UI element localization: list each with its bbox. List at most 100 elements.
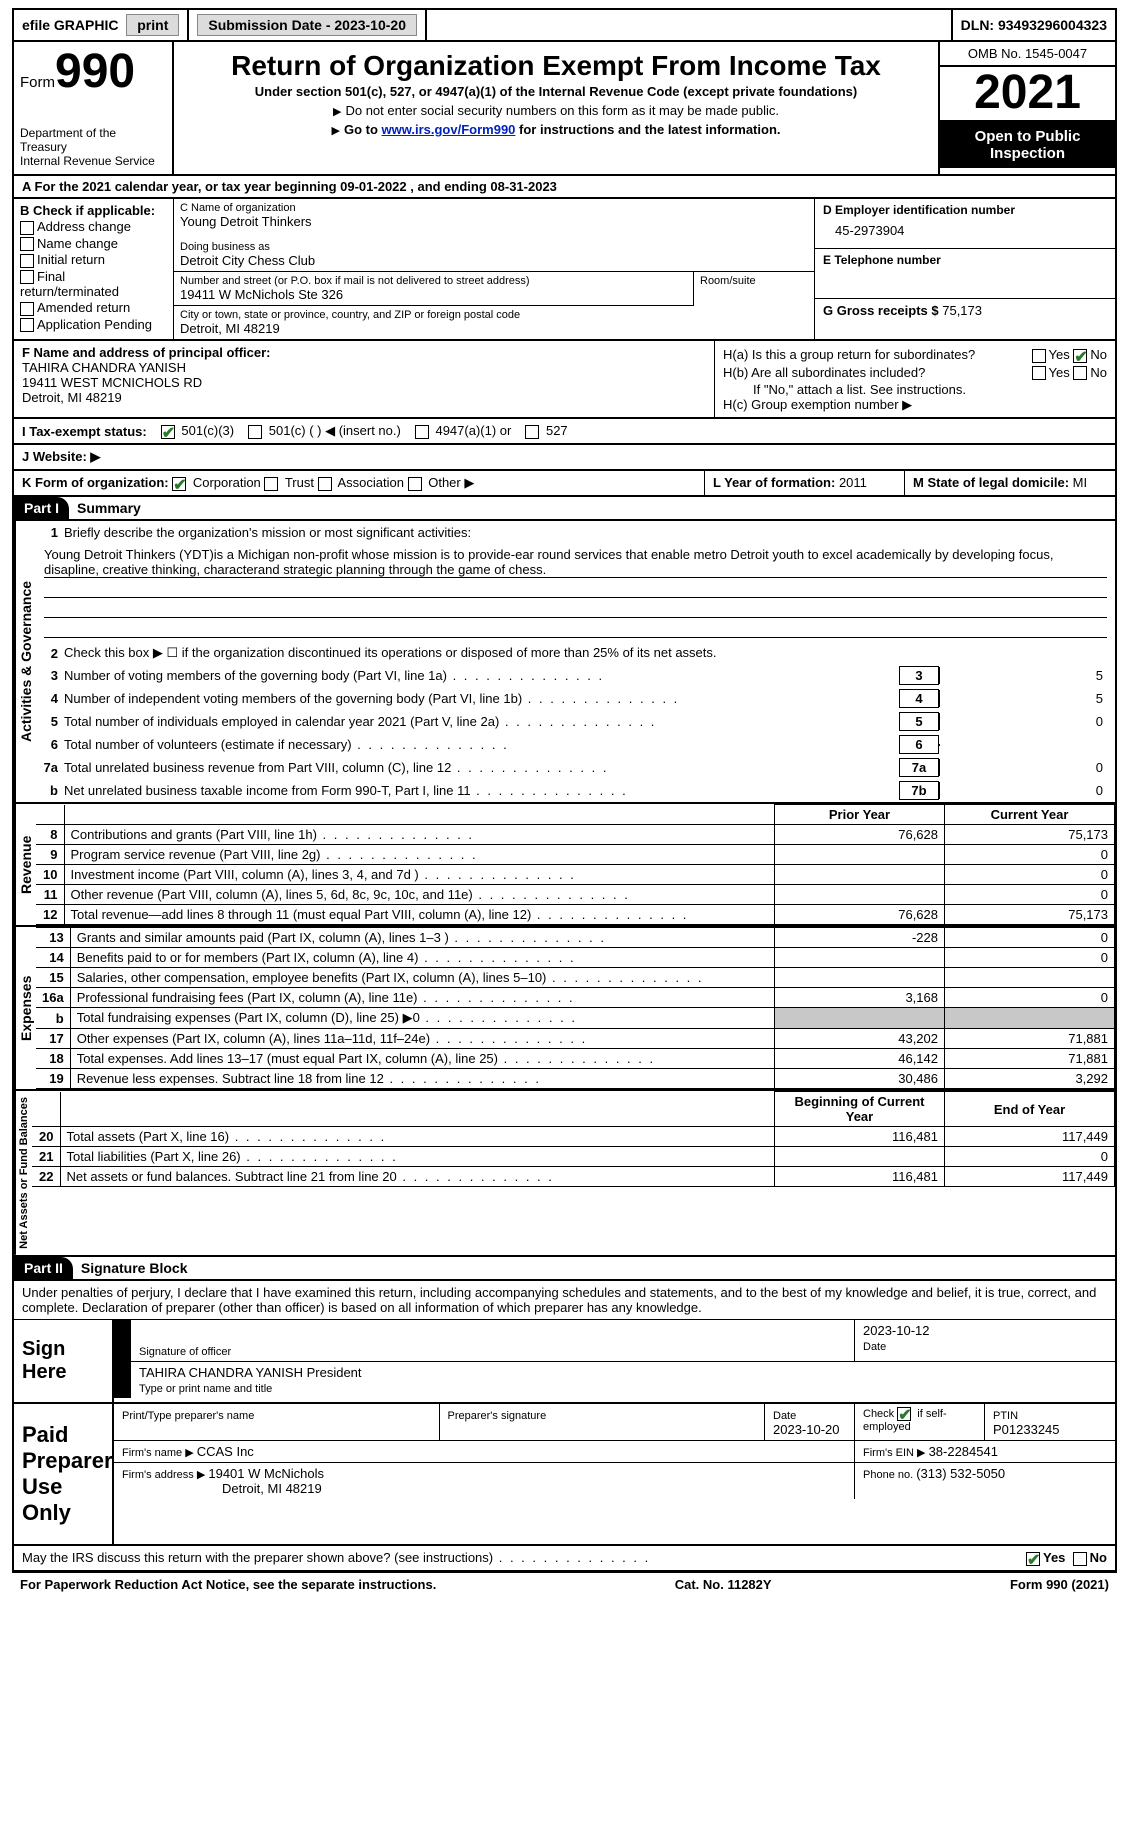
print-button[interactable]: print: [126, 14, 179, 36]
table-row: 16aProfessional fundraising fees (Part I…: [36, 988, 1115, 1008]
top-bar: efile GRAPHIC print Submission Date - 20…: [12, 8, 1117, 42]
omb-number: OMB No. 1545-0047: [940, 42, 1115, 67]
l6-val: [939, 744, 1109, 746]
table-row: 12Total revenue—add lines 8 through 11 (…: [36, 905, 1115, 925]
cb-initial-return[interactable]: [20, 254, 34, 268]
firm-name: CCAS Inc: [197, 1444, 254, 1459]
table-row: 13Grants and similar amounts paid (Part …: [36, 928, 1115, 948]
street-address: 19411 W McNichols Ste 326: [180, 287, 687, 302]
firm-address: 19401 W McNichols: [208, 1466, 324, 1481]
form-header: Form990 Department of the Treasury Inter…: [12, 42, 1117, 176]
l7a-val: 0: [939, 759, 1109, 776]
table-row: 19Revenue less expenses. Subtract line 1…: [36, 1069, 1115, 1089]
officer-name: TAHIRA CHANDRA YANISH: [22, 360, 186, 375]
table-row: 20Total assets (Part X, line 16)116,4811…: [32, 1127, 1115, 1147]
open-inspection: Open to Public Inspection: [940, 122, 1115, 168]
section-b-checkboxes: B Check if applicable: Address change Na…: [14, 199, 174, 339]
cb-hb-yes[interactable]: [1032, 366, 1046, 380]
org-name: Young Detroit Thinkers: [180, 214, 808, 229]
form-title: Return of Organization Exempt From Incom…: [182, 50, 930, 82]
cb-501c3[interactable]: [161, 425, 175, 439]
mission-text: Young Detroit Thinkers (YDT)is a Michiga…: [44, 547, 1107, 578]
table-row: 8Contributions and grants (Part VIII, li…: [36, 825, 1115, 845]
table-row: 10Investment income (Part VIII, column (…: [36, 865, 1115, 885]
gross-receipts: 75,173: [942, 303, 982, 318]
cb-final-return[interactable]: [20, 270, 34, 284]
cb-4947[interactable]: [415, 425, 429, 439]
form-word: Form: [20, 74, 55, 91]
row-a-tax-year: A For the 2021 calendar year, or tax yea…: [12, 176, 1117, 199]
row-j-website: J Website: ▶: [12, 445, 1117, 471]
side-revenue: Revenue: [14, 804, 36, 925]
dept-label: Department of the Treasury Internal Reve…: [20, 126, 166, 168]
submission-date: Submission Date - 2023-10-20: [197, 14, 417, 36]
dln-label: DLN: 93493296004323: [953, 10, 1115, 40]
revenue-table: Prior YearCurrent Year 8Contributions an…: [36, 804, 1115, 925]
table-row: 14Benefits paid to or for members (Part …: [36, 948, 1115, 968]
form-number: 990: [55, 45, 135, 98]
firm-ein: 38-2284541: [929, 1444, 998, 1459]
year-formation: 2011: [839, 475, 867, 490]
cb-527[interactable]: [525, 425, 539, 439]
dba-name: Detroit City Chess Club: [180, 253, 808, 268]
city-address: Detroit, MI 48219: [180, 321, 808, 336]
cb-501c[interactable]: [248, 425, 262, 439]
table-row: 21Total liabilities (Part X, line 26)0: [32, 1147, 1115, 1167]
table-row: 17Other expenses (Part IX, column (A), l…: [36, 1029, 1115, 1049]
part-2-label: Part II: [14, 1257, 73, 1279]
side-expenses: Expenses: [14, 927, 36, 1089]
ein-value: 45-2973904: [823, 217, 1107, 244]
cb-hb-no[interactable]: [1073, 366, 1087, 380]
part-2-title: Signature Block: [73, 1260, 188, 1276]
state-domicile: MI: [1073, 475, 1087, 490]
form-subtitle: Under section 501(c), 527, or 4947(a)(1)…: [182, 84, 930, 99]
assets-table: Beginning of Current YearEnd of Year 20T…: [32, 1091, 1115, 1187]
ptin-value: P01233245: [993, 1422, 1060, 1437]
cb-assoc[interactable]: [318, 477, 332, 491]
table-row: 9Program service revenue (Part VIII, lin…: [36, 845, 1115, 865]
side-activities: Activities & Governance: [14, 521, 36, 802]
cb-discuss-yes[interactable]: [1026, 1552, 1040, 1566]
firm-phone: (313) 532-5050: [916, 1466, 1005, 1481]
cb-address-change[interactable]: [20, 221, 34, 235]
l4-val: 5: [939, 690, 1109, 707]
cb-corp[interactable]: [172, 477, 186, 491]
cb-other[interactable]: [408, 477, 422, 491]
irs-link[interactable]: www.irs.gov/Form990: [382, 122, 516, 137]
paid-preparer-label: Paid Preparer Use Only: [14, 1404, 114, 1544]
note-ssn: Do not enter social security numbers on …: [182, 103, 930, 118]
cb-discuss-no[interactable]: [1073, 1552, 1087, 1566]
table-row: 11Other revenue (Part VIII, column (A), …: [36, 885, 1115, 905]
expense-table: 13Grants and similar amounts paid (Part …: [36, 927, 1115, 1089]
sig-date: 2023-10-12: [863, 1323, 930, 1338]
cb-pending[interactable]: [20, 318, 34, 332]
room-suite-label: Room/suite: [694, 272, 814, 306]
sign-here-label: Sign Here: [14, 1320, 114, 1402]
table-row: 15Salaries, other compensation, employee…: [36, 968, 1115, 988]
l7b-val: 0: [939, 782, 1109, 799]
efile-label: efile GRAPHIC: [22, 17, 118, 33]
table-row: bTotal fundraising expenses (Part IX, co…: [36, 1008, 1115, 1029]
cb-trust[interactable]: [264, 477, 278, 491]
section-d-ein: D Employer identification number 45-2973…: [815, 199, 1115, 339]
section-c-org-info: C Name of organization Young Detroit Thi…: [174, 199, 815, 339]
cb-ha-no[interactable]: [1073, 349, 1087, 363]
section-h-group: H(a) Is this a group return for subordin…: [715, 341, 1115, 417]
table-row: 18Total expenses. Add lines 13–17 (must …: [36, 1049, 1115, 1069]
discuss-row: May the IRS discuss this return with the…: [12, 1546, 1117, 1572]
l3-val: 5: [939, 667, 1109, 684]
l5-val: 0: [939, 713, 1109, 730]
part-1-label: Part I: [14, 497, 69, 519]
cb-name-change[interactable]: [20, 237, 34, 251]
section-f-officer: F Name and address of principal officer:…: [14, 341, 715, 417]
perjury-statement: Under penalties of perjury, I declare th…: [14, 1281, 1115, 1320]
cb-amended[interactable]: [20, 302, 34, 316]
tax-year: 2021: [940, 67, 1115, 122]
part-1-title: Summary: [69, 500, 141, 516]
table-row: 22Net assets or fund balances. Subtract …: [32, 1167, 1115, 1187]
row-k-form-org: K Form of organization: Corporation Trus…: [14, 471, 705, 495]
page-footer: For Paperwork Reduction Act Notice, see …: [12, 1572, 1117, 1596]
cb-ha-yes[interactable]: [1032, 349, 1046, 363]
row-i-tax-status: I Tax-exempt status: 501(c)(3) 501(c) ( …: [12, 419, 1117, 445]
cb-self-employed[interactable]: [897, 1407, 911, 1421]
